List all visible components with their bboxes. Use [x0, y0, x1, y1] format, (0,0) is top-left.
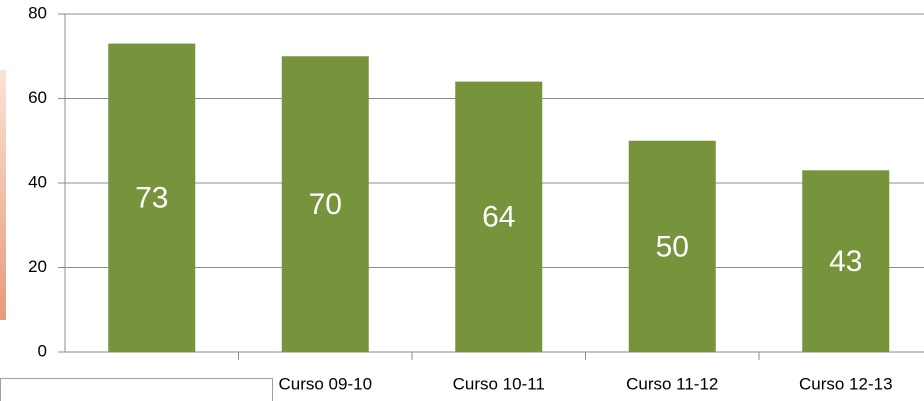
overlay-box [0, 378, 273, 401]
data-label: 43 [829, 245, 862, 278]
bar [281, 56, 369, 352]
y-tick-label: 60 [28, 88, 47, 107]
y-tick-label: 40 [28, 172, 47, 191]
data-label: 73 [135, 182, 168, 215]
x-tick-label: Curso 09-10 [278, 374, 372, 393]
x-tick-label: Curso 11-12 [626, 374, 718, 393]
data-label: 64 [482, 201, 515, 234]
bar [802, 170, 890, 352]
y-tick-label: 80 [28, 3, 47, 22]
bar [108, 43, 196, 352]
x-tick-label: Curso 12-13 [799, 374, 893, 393]
y-tick-label: 20 [28, 257, 47, 276]
y-tick-label: 0 [38, 341, 47, 360]
data-label: 50 [656, 230, 689, 263]
bar [455, 81, 543, 352]
x-tick-label: Curso 10-11 [453, 374, 545, 393]
data-label: 70 [309, 188, 342, 221]
background-decoration [0, 70, 6, 320]
bar [628, 140, 716, 352]
